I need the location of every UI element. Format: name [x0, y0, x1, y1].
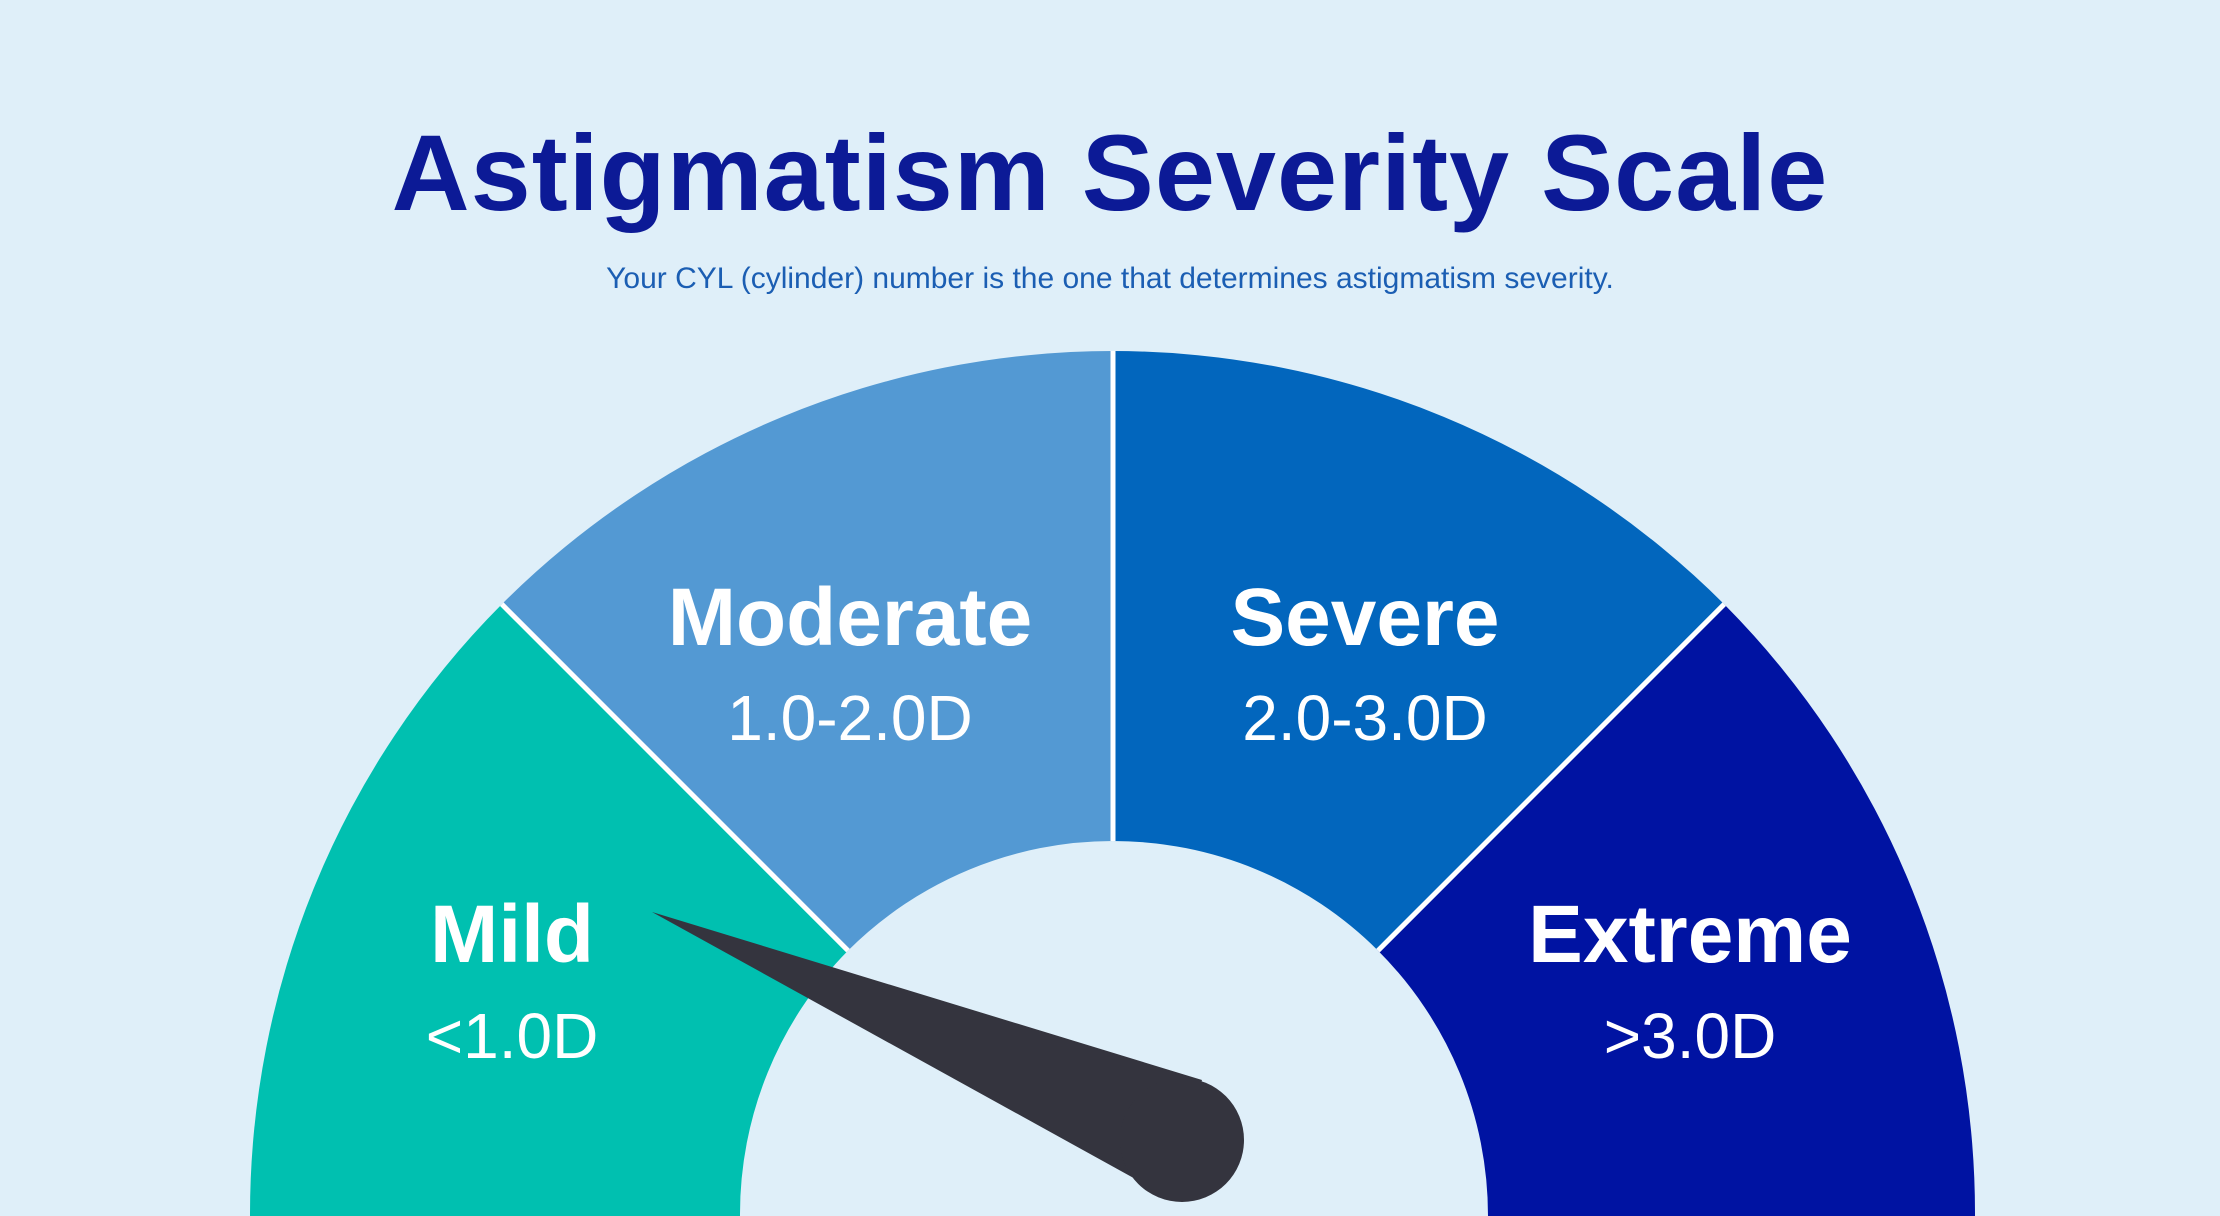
page-title: Astigmatism Severity Scale [391, 112, 1829, 233]
page-subtitle: Your CYL (cylinder) number is the one th… [606, 262, 1614, 295]
needle-pointer [652, 912, 1202, 1197]
segment-moderate [501, 351, 1113, 951]
extreme-label: Extreme [1528, 889, 1852, 980]
segment-mild [249, 604, 849, 1216]
segment-severe [1113, 351, 1725, 951]
extreme-range: >3.0D [1604, 1000, 1777, 1072]
mild-label: Mild [430, 889, 594, 980]
divider-line [1376, 602, 1726, 953]
moderate-label: Moderate [668, 572, 1033, 663]
severe-label: Severe [1230, 572, 1499, 663]
gauge-needle [652, 912, 1244, 1202]
segment-extreme [1378, 604, 1976, 1216]
needle-hub [1120, 1078, 1244, 1202]
severe-range: 2.0-3.0D [1242, 682, 1487, 754]
mild-range: <1.0D [426, 1000, 599, 1072]
moderate-range: 1.0-2.0D [727, 682, 972, 754]
divider-line [500, 602, 850, 953]
